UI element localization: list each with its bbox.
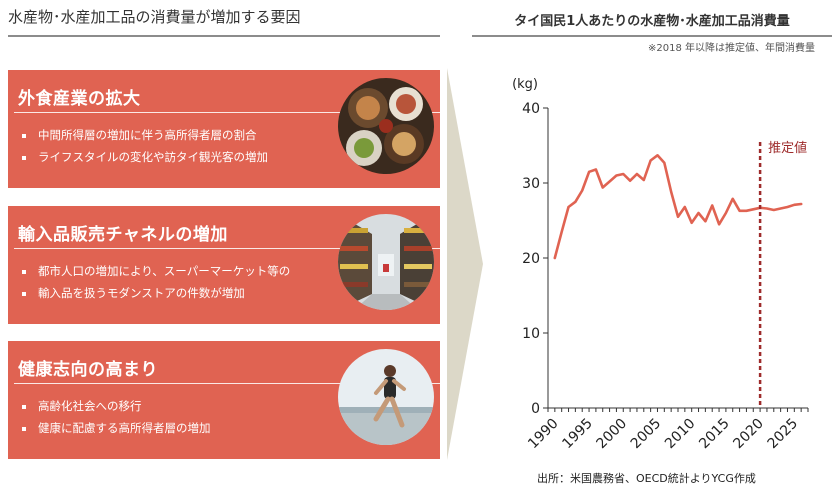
data-point xyxy=(663,161,666,164)
runner-photo xyxy=(338,349,434,445)
data-point xyxy=(718,223,720,226)
data-point xyxy=(704,220,707,223)
data-point xyxy=(567,206,570,208)
data-point xyxy=(793,203,796,206)
data-point xyxy=(752,208,755,211)
data-point xyxy=(608,180,611,183)
data-point xyxy=(779,207,782,210)
card-bullet: 都市人口の増加により、スーパーマーケット等の xyxy=(20,260,290,282)
data-point xyxy=(615,174,618,177)
card-title: 健康志向の高まり xyxy=(18,360,158,380)
data-point xyxy=(642,179,645,181)
data-point xyxy=(690,221,693,224)
y-axis-label: (kg) xyxy=(512,77,538,92)
card-bullet-list: 中間所得層の増加に伴う高所得者層の割合 ライフスタイルの変化や訪タイ観光客の増加 xyxy=(20,124,268,168)
data-point xyxy=(581,189,584,192)
card-divider xyxy=(14,383,440,384)
y-tick-label: 10 xyxy=(522,326,540,342)
data-point xyxy=(800,203,802,205)
data-point xyxy=(697,212,700,214)
left-panel-title: 水産物･水産加工品の消費量が増加する要因 xyxy=(8,6,440,37)
supermarket-aisle-photo xyxy=(338,214,434,310)
data-point xyxy=(554,257,556,259)
x-tick-label: 2025 xyxy=(765,416,802,453)
data-point xyxy=(649,159,652,162)
data-point xyxy=(766,207,768,210)
card-bullet: 高齢化社会への移行 xyxy=(20,395,211,417)
y-axis: 0 10 20 30 40 (kg) xyxy=(512,77,549,417)
factor-card-food-service: 外食産業の拡大 中間所得層の増加に伴う高所得者層の割合 ライフスタイルの変化や訪… xyxy=(8,70,440,188)
x-tick-label: 1990 xyxy=(525,416,562,453)
y-tick-label: 20 xyxy=(522,251,540,267)
data-point xyxy=(595,168,597,171)
data-point xyxy=(731,197,734,200)
card-bullet: 輸入品を扱うモダンストアの件数が増加 xyxy=(20,282,290,304)
data-point xyxy=(629,179,631,182)
data-point xyxy=(601,186,604,189)
estimate-marker: 推定値 xyxy=(758,140,807,408)
x-tick-label: 2010 xyxy=(662,416,699,453)
card-title: 外食産業の拡大 xyxy=(18,89,141,109)
estimate-label: 推定値 xyxy=(768,140,807,156)
x-tick-label: 2005 xyxy=(628,416,665,453)
data-point xyxy=(786,206,789,208)
factor-card-health: 健康志向の高まり 高齢化社会への移行 健康に配慮する高所得者層の増加 xyxy=(8,341,440,459)
food-dishes-photo xyxy=(338,78,434,174)
x-tick-label: 1995 xyxy=(559,416,596,453)
card-divider xyxy=(14,112,440,113)
y-tick-label: 30 xyxy=(522,176,540,192)
data-point xyxy=(684,206,686,208)
data-point xyxy=(670,191,672,193)
x-tick-label: 2020 xyxy=(730,416,767,453)
data-point xyxy=(725,212,727,214)
y-tick-label: 40 xyxy=(522,101,540,117)
source-note: 出所：米国農務省、OECD統計よりYCG作成 xyxy=(537,472,756,485)
data-point xyxy=(574,200,577,203)
data-point xyxy=(636,173,638,175)
chart-note: ※2018 年以降は推定値、年間消費量 xyxy=(647,43,815,54)
x-tick-label: 2015 xyxy=(696,416,733,453)
data-point xyxy=(738,209,741,212)
y-tick-label: 0 xyxy=(531,401,540,417)
data-point xyxy=(745,209,748,212)
data-point xyxy=(711,204,714,207)
card-bullet-list: 高齢化社会への移行 健康に配慮する高所得者層の増加 xyxy=(20,395,211,439)
card-bullet-list: 都市人口の増加により、スーパーマーケット等の 輸入品を扱うモダンストアの件数が増… xyxy=(20,260,290,304)
card-bullet: ライフスタイルの変化や訪タイ観光客の増加 xyxy=(20,146,268,168)
series-layer xyxy=(553,154,803,260)
data-point xyxy=(772,209,775,211)
data-point xyxy=(622,173,625,175)
factor-card-import-channels: 輸入品販売チャネルの増加 都市人口の増加により、スーパーマーケット等の 輸入品を… xyxy=(8,206,440,324)
card-divider xyxy=(14,248,440,249)
card-bullet: 中間所得層の増加に伴う高所得者層の割合 xyxy=(20,124,268,146)
arrow-connector-shape xyxy=(447,68,483,460)
consumption-series-line xyxy=(553,154,803,260)
data-point xyxy=(656,154,659,157)
data-point xyxy=(677,215,679,218)
x-tick-label: 2000 xyxy=(594,416,631,453)
data-point xyxy=(560,230,563,233)
data-point xyxy=(588,170,590,173)
card-bullet: 健康に配慮する高所得者層の増加 xyxy=(20,417,211,439)
card-title: 輸入品販売チャネルの増加 xyxy=(18,225,228,245)
chart-title: タイ国民1人あたりの水産物･水産加工品消費量 xyxy=(472,10,832,37)
